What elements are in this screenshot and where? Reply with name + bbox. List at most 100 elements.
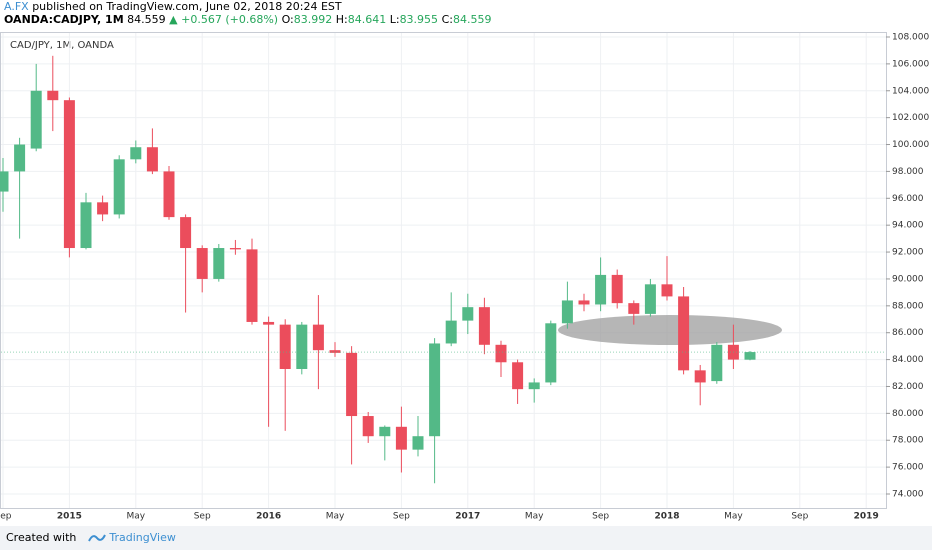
candle-body	[246, 249, 258, 322]
candle-body	[263, 321, 275, 325]
x-tick-label: May	[724, 512, 743, 522]
y-tick-label: 88.000	[892, 301, 924, 311]
y-tick-label: 102.000	[892, 113, 929, 123]
price: 84.559	[127, 13, 166, 26]
published: published on TradingView.com, June 02, 2…	[32, 0, 342, 13]
candle-body	[113, 159, 125, 215]
candle-body	[362, 416, 374, 437]
x-tick-label: Sep	[0, 512, 12, 522]
y-tick-label: 74.000	[892, 490, 924, 500]
x-tick-label: May	[525, 512, 544, 522]
candle-body	[611, 274, 623, 304]
x-tick-label: 2016	[256, 512, 281, 522]
candle-body	[130, 147, 142, 160]
x-tick-label: 2019	[854, 512, 879, 522]
candle-body	[561, 300, 573, 324]
candle-body	[578, 300, 590, 305]
plot-frame	[0, 32, 887, 509]
candle-body	[462, 307, 474, 321]
candle-body	[14, 144, 26, 172]
candle-body	[395, 426, 407, 450]
chart: CAD/JPY, 1M, OANDA 74.000 76.000 78.000 80.…	[0, 32, 929, 522]
y-tick-label: 98.000	[892, 167, 924, 177]
candle-body	[694, 370, 706, 383]
x-tick-label: May	[326, 512, 345, 522]
y-tick-label: 106.000	[892, 59, 929, 69]
candle-body	[744, 352, 756, 360]
candle-body	[379, 426, 391, 437]
y-tick-label: 82.000	[892, 382, 924, 392]
low-label: L:	[389, 13, 400, 26]
candle-body	[163, 171, 175, 218]
x-tick-label: May	[126, 512, 145, 522]
y-tick-label: 80.000	[892, 409, 924, 419]
close: 84.559	[452, 13, 492, 26]
candle-body	[644, 284, 656, 314]
y-tick-label: 84.000	[892, 355, 924, 365]
candle-body	[146, 147, 158, 172]
footer: Created with TradingView	[0, 526, 932, 550]
high-label: H:	[335, 13, 348, 26]
candle-body	[445, 320, 457, 344]
candle-body	[628, 303, 640, 314]
chart-title: CAD/JPY, 1M, OANDA	[10, 40, 114, 51]
symbol: OANDA:CADJPY, 1M	[4, 13, 124, 26]
created-with: Created with	[6, 531, 77, 544]
candle-body	[478, 307, 490, 345]
candle-body	[678, 296, 690, 371]
x-tick-label: Sep	[194, 512, 211, 522]
y-tick-label: 78.000	[892, 436, 924, 446]
highlight-ellipse	[558, 315, 782, 345]
author[interactable]: A.FX	[4, 0, 29, 13]
candle-body	[545, 323, 557, 383]
open-label: O:	[281, 13, 294, 26]
candle-body	[595, 274, 607, 305]
x-tick-label: Sep	[393, 512, 410, 522]
candle-body	[80, 202, 92, 249]
low: 83.955	[399, 13, 439, 26]
candle-body	[346, 352, 358, 417]
candle-body	[63, 100, 75, 249]
candle-body	[180, 217, 192, 249]
candle-body	[512, 362, 524, 390]
candle-body	[279, 324, 291, 369]
candle-body	[661, 284, 673, 297]
candle-body	[30, 90, 42, 149]
candle-body	[312, 324, 324, 351]
y-tick-label: 86.000	[892, 328, 924, 338]
candle-body	[0, 171, 9, 192]
close-label: C:	[441, 13, 453, 26]
x-tick-label: 2017	[455, 512, 480, 522]
y-tick-label: 96.000	[892, 194, 924, 204]
y-tick-label: 104.000	[892, 86, 929, 96]
logo	[87, 534, 106, 542]
header: A.FX published on TradingView.com, June …	[0, 0, 932, 30]
x-tick-label: Sep	[592, 512, 609, 522]
y-tick-label: 76.000	[892, 463, 924, 473]
candle-body	[213, 248, 225, 279]
candle-body	[429, 343, 441, 437]
candle-body	[329, 350, 341, 353]
candle-body	[47, 90, 59, 101]
x-tick-label: Sep	[791, 512, 808, 522]
candle-body	[229, 248, 241, 250]
change: ▲ +0.567 (+0.68%)	[169, 13, 279, 26]
candle-body	[711, 344, 723, 382]
candle-body	[296, 324, 308, 369]
y-tick-label: 94.000	[892, 221, 924, 231]
y-tick-label: 90.000	[892, 274, 924, 284]
candle-body	[528, 382, 540, 390]
candle-body	[196, 248, 208, 279]
y-tick-label: 100.000	[892, 140, 929, 150]
open: 83.992	[293, 13, 333, 26]
x-tick-label: 2018	[654, 512, 679, 522]
y-tick-label: 92.000	[892, 248, 924, 258]
brand[interactable]: TradingView	[109, 531, 176, 544]
candle-body	[495, 344, 507, 363]
candle-body	[412, 436, 424, 450]
high: 84.641	[347, 13, 387, 26]
y-tick-label: 108.000	[892, 33, 929, 43]
x-tick-label: 2015	[57, 512, 82, 522]
candle-body	[97, 202, 109, 215]
